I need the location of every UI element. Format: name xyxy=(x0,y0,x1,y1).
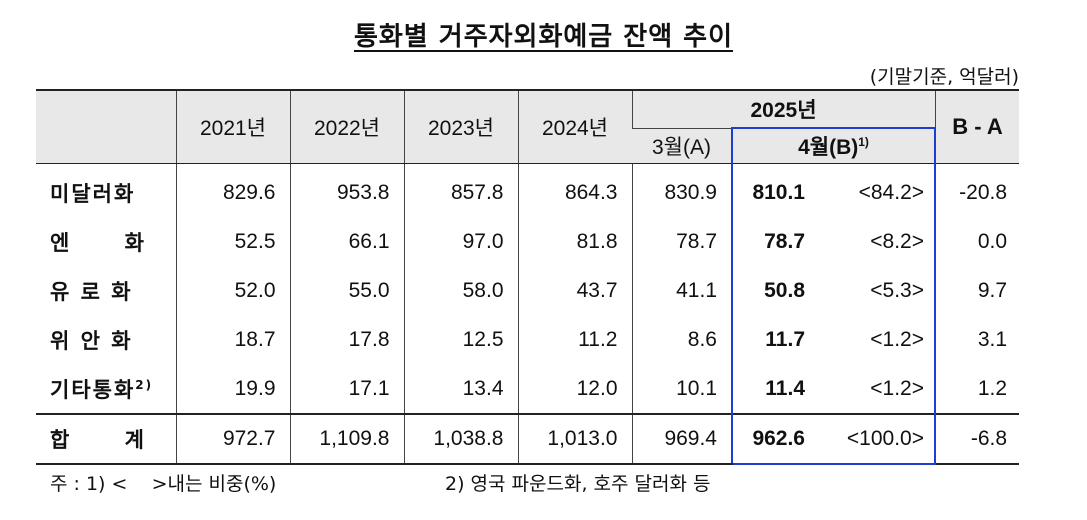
cell: 829.6 xyxy=(175,163,290,217)
row-label-usd: 미달러화 xyxy=(50,181,136,206)
row-label-other: 기타통화2) xyxy=(50,377,154,402)
cell: 66.1 xyxy=(289,217,404,266)
header-b-minus-a: B - A xyxy=(934,89,1020,164)
cell: 1,013.0 xyxy=(517,413,632,465)
cell-april: 11.4 xyxy=(731,364,827,414)
unit-label: (기말기준, 억달러) xyxy=(869,66,1019,88)
cell-diff: 9.7 xyxy=(934,266,1020,315)
cell: 81.8 xyxy=(517,217,632,266)
cell-diff: 1.2 xyxy=(934,364,1020,414)
header-corner xyxy=(36,89,176,164)
table-row: 위 안 화 18.7 17.8 12.5 11.2 8.6 11.7 <1.2>… xyxy=(36,315,1020,364)
cell: 17.1 xyxy=(289,364,404,414)
cell: 953.8 xyxy=(289,163,404,217)
row-label-eur: 유 로 화 xyxy=(50,279,133,304)
deposit-table: 2021년 2022년 2023년 2024년 2025년 B - A 3월(A… xyxy=(36,89,1020,465)
cell: 17.8 xyxy=(289,315,404,364)
cell-share: <84.2> xyxy=(827,163,937,217)
cell: 857.8 xyxy=(403,163,518,217)
table-row: 미달러화 829.6 953.8 857.8 864.3 830.9 810.1… xyxy=(36,163,1020,217)
cell: 864.3 xyxy=(517,163,632,217)
footnote-2: 2) 영국 파운드화, 호주 달러화 등 xyxy=(445,473,711,495)
cell: 18.7 xyxy=(175,315,290,364)
cell-april: 78.7 xyxy=(731,217,827,266)
cell: 1,109.8 xyxy=(289,413,404,465)
footnote-1: 주 : 1) < >내는 비중(%) xyxy=(50,473,277,495)
header-year-2024: 2024년 xyxy=(517,89,632,164)
cell-share: <5.3> xyxy=(827,266,937,315)
cell: 97.0 xyxy=(403,217,518,266)
cell: 12.5 xyxy=(403,315,518,364)
cell-share: <1.2> xyxy=(827,315,937,364)
cell: 55.0 xyxy=(289,266,404,315)
cell: 52.5 xyxy=(175,217,290,266)
table-title: 통화별 거주자외화예금 잔액 추이 xyxy=(353,22,734,52)
header-april: 4월(B)1) xyxy=(730,127,937,164)
cell-share: <100.0> xyxy=(827,413,937,465)
cell-april: 962.6 xyxy=(731,413,827,465)
cell-diff: -6.8 xyxy=(934,413,1020,465)
cell-april: 810.1 xyxy=(731,163,827,217)
cell-share: <8.2> xyxy=(827,217,937,266)
cell: 78.7 xyxy=(631,217,732,266)
table-row: 기타통화2) 19.9 17.1 13.4 12.0 10.1 11.4 <1.… xyxy=(36,364,1020,414)
cell: 19.9 xyxy=(175,364,290,414)
cell: 52.0 xyxy=(175,266,290,315)
header-year-2021: 2021년 xyxy=(175,89,290,164)
cell: 10.1 xyxy=(631,364,732,414)
cell: 41.1 xyxy=(631,266,732,315)
cell-april: 11.7 xyxy=(731,315,827,364)
cell: 11.2 xyxy=(517,315,632,364)
cell: 1,038.8 xyxy=(403,413,518,465)
header-march: 3월(A) xyxy=(632,128,732,164)
cell: 830.9 xyxy=(631,163,732,217)
header-year-2025: 2025년 xyxy=(631,89,936,129)
cell: 972.7 xyxy=(175,413,290,465)
table-row: 유 로 화 52.0 55.0 58.0 43.7 41.1 50.8 <5.3… xyxy=(36,266,1020,315)
cell-april: 50.8 xyxy=(731,266,827,315)
cell-diff: 0.0 xyxy=(934,217,1020,266)
cell: 58.0 xyxy=(403,266,518,315)
cell-share: <1.2> xyxy=(827,364,937,414)
cell: 43.7 xyxy=(517,266,632,315)
cell: 12.0 xyxy=(517,364,632,414)
row-label-cny: 위 안 화 xyxy=(50,328,133,353)
cell: 8.6 xyxy=(631,315,732,364)
header-year-2023: 2023년 xyxy=(403,89,518,164)
cell-diff: -20.8 xyxy=(934,163,1020,217)
header-year-2022: 2022년 xyxy=(289,89,404,164)
cell-diff: 3.1 xyxy=(934,315,1020,364)
cell: 969.4 xyxy=(631,413,732,465)
cell: 13.4 xyxy=(403,364,518,414)
